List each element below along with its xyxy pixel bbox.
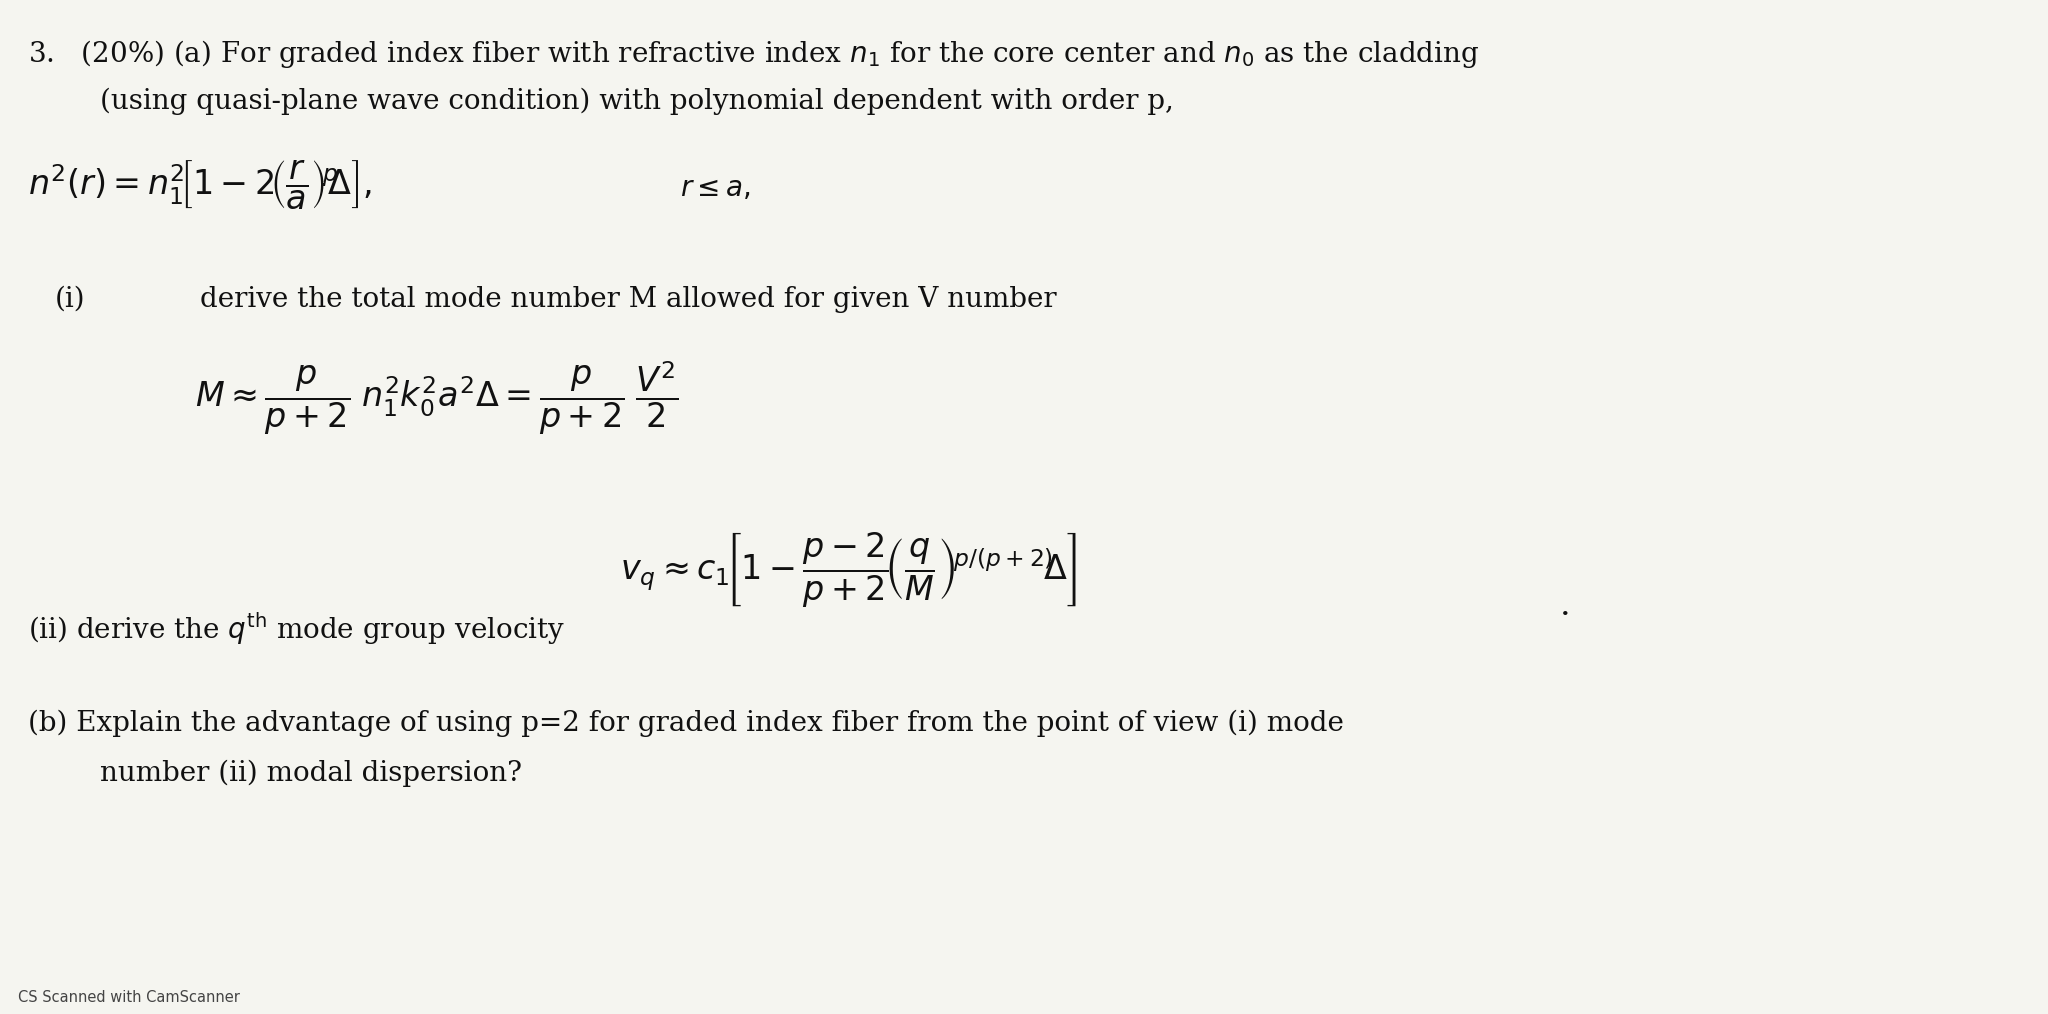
Text: $M \approx \dfrac{p}{p+2}\; n_1^2 k_0^2 a^2 \Delta = \dfrac{p}{p+2}\; \dfrac{V^2: $M \approx \dfrac{p}{p+2}\; n_1^2 k_0^2 … (195, 360, 678, 437)
Text: .: . (1561, 590, 1571, 622)
Text: $n^2(r) = n_1^2\!\left[1 - 2\!\left(\dfrac{r}{a}\right)^{\!p}\!\!\Delta\right],$: $n^2(r) = n_1^2\!\left[1 - 2\!\left(\dfr… (29, 158, 371, 211)
Text: (b) Explain the advantage of using p=2 for graded index fiber from the point of : (b) Explain the advantage of using p=2 f… (29, 710, 1343, 737)
Text: (using quasi-plane wave condition) with polynomial dependent with order p,: (using quasi-plane wave condition) with … (100, 88, 1174, 116)
Text: $v_q \approx c_1\!\left[1 - \dfrac{p-2}{p+2}\!\left(\dfrac{q}{M}\right)^{\!p/(p+: $v_q \approx c_1\!\left[1 - \dfrac{p-2}{… (621, 530, 1077, 609)
Text: (ii) derive the $q^{\mathrm{th}}$ mode group velocity: (ii) derive the $q^{\mathrm{th}}$ mode g… (29, 610, 565, 647)
Text: $r \leq a,$: $r \leq a,$ (680, 175, 752, 202)
Text: 3.   (20%) (a) For graded index fiber with refractive index $n_1$ for the core c: 3. (20%) (a) For graded index fiber with… (29, 38, 1479, 70)
Text: (i): (i) (55, 286, 86, 313)
Text: derive the total mode number M allowed for given V number: derive the total mode number M allowed f… (201, 286, 1057, 313)
Text: CS Scanned with CamScanner: CS Scanned with CamScanner (18, 990, 240, 1005)
Text: number (ii) modal dispersion?: number (ii) modal dispersion? (100, 760, 522, 787)
